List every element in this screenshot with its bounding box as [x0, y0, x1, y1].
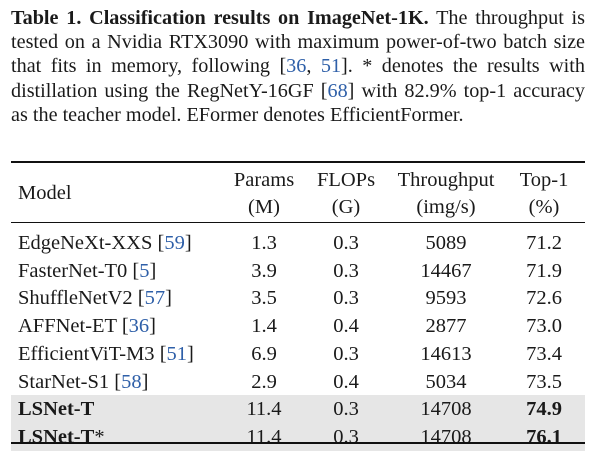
table-row-model: LSNet-T: [18, 397, 94, 421]
model-name: StarNet-S1: [18, 370, 110, 393]
table-caption: Table 1. Classification results on Image…: [11, 6, 585, 127]
cite-bracket: [: [154, 342, 167, 365]
citation-link[interactable]: 51: [166, 342, 188, 365]
cite-bracket: ]: [141, 370, 149, 393]
model-name: AFFNet-ET: [18, 315, 117, 338]
cell-flops: 0.3: [333, 287, 359, 310]
model-name: EfficientViT-M3: [18, 342, 155, 365]
model-name: FasterNet-T0: [18, 259, 128, 282]
model-name: LSNet-T: [18, 425, 95, 448]
cite-bracket: [: [109, 370, 122, 393]
table-row-model: FasterNet-T0 [5]: [18, 259, 156, 283]
cell-flops: 0.4: [333, 370, 359, 393]
table-row-model: ShuffleNetV2 [57]: [18, 286, 172, 310]
cell-top1: 72.6: [526, 287, 562, 310]
cell-flops: 0.3: [333, 259, 359, 282]
cell-top1: 73.4: [526, 342, 562, 365]
model-name: ShuffleNetV2: [18, 287, 133, 310]
table-row-model: StarNet-S1 [58]: [18, 370, 148, 394]
cell-params: 1.3: [251, 232, 277, 254]
caption-title: Classification results on ImageNet-1K.: [89, 7, 429, 29]
highlight-band: [11, 395, 585, 423]
table-bottom-rule: [11, 442, 585, 444]
cell-top1: 73.5: [526, 370, 562, 393]
caption-text-a: The throughput is tested on a Nvidia RTX…: [11, 7, 585, 78]
table-row-model: EdgeNeXt-XXS [59]: [18, 231, 192, 255]
caption-separator: ,: [306, 55, 321, 78]
table-row-model: EfficientViT-M3 [51]: [18, 342, 194, 366]
header-throughput: Throughput: [397, 169, 495, 191]
citation-link[interactable]: 58: [121, 370, 142, 393]
cell-top1: 71.9: [526, 259, 562, 282]
citation-link[interactable]: 36: [128, 315, 150, 338]
cite-bracket: [: [152, 232, 165, 254]
cell-params: 3.9: [251, 259, 277, 282]
cell-flops: 0.3: [333, 342, 359, 365]
header-top1: Top-1: [519, 169, 569, 191]
caption-label: Table 1.: [11, 7, 82, 29]
cite-bracket: ]: [165, 287, 172, 310]
cell-params: 1.4: [251, 315, 277, 338]
cell-params: 2.9: [251, 370, 277, 393]
header-throughput-unit: (img/s): [416, 196, 476, 218]
citation-link[interactable]: 59: [164, 232, 185, 254]
cite-bracket: [: [127, 259, 140, 282]
cell-flops: 0.3: [333, 398, 359, 421]
table-row-model: AFFNet-ET [36]: [18, 314, 156, 338]
header-flops: FLOPs: [316, 169, 376, 191]
cell-throughput: 9593: [425, 287, 467, 310]
cell-flops: 0.3: [333, 425, 359, 448]
model-name: LSNet-T: [18, 398, 95, 421]
model-name: EdgeNeXt-XXS: [18, 232, 153, 254]
citation-link[interactable]: 68: [327, 79, 348, 102]
header-params: Params: [233, 169, 295, 191]
cell-params: 11.4: [246, 398, 282, 421]
cite-bracket: ]: [149, 259, 157, 282]
header-params-unit: (M): [248, 196, 280, 218]
cite-bracket: [: [116, 315, 129, 338]
cell-params: 6.9: [251, 342, 277, 365]
citation-link[interactable]: 36: [286, 55, 307, 78]
cell-throughput: 14708: [420, 398, 472, 421]
header-top1-unit: (%): [528, 196, 560, 218]
cite-bracket: [: [132, 287, 145, 310]
header-model: Model: [18, 182, 72, 204]
caption-text-b: ]. * denotes the results with distillati…: [11, 55, 585, 102]
cell-throughput: 14467: [420, 259, 472, 282]
caption-text-c: ] with 82.9% top-1 accuracy as the teach…: [11, 79, 585, 126]
citation-link[interactable]: 51: [320, 55, 342, 78]
cite-bracket: ]: [187, 342, 194, 365]
citation-link[interactable]: 5: [139, 259, 150, 282]
cell-top1: 74.9: [526, 398, 562, 421]
cell-flops: 0.3: [333, 232, 359, 254]
citation-link[interactable]: 57: [144, 287, 166, 310]
distillation-marker: *: [94, 425, 105, 448]
cell-params: 11.4: [246, 425, 282, 448]
cell-top1: 76.1: [526, 425, 562, 448]
table-top-rule: [11, 161, 585, 163]
cell-throughput: 5089: [425, 232, 467, 254]
header-flops-unit: (G): [331, 196, 361, 218]
cell-top1: 71.2: [526, 232, 562, 254]
cell-params: 3.5: [251, 287, 277, 310]
table-mid-rule: [11, 222, 585, 223]
cell-throughput: 5034: [425, 370, 467, 393]
cite-bracket: ]: [184, 232, 192, 254]
cell-throughput: 14613: [420, 342, 472, 365]
cell-throughput: 14708: [420, 425, 472, 448]
cell-top1: 73.0: [526, 315, 562, 338]
cite-bracket: ]: [149, 315, 156, 338]
cell-throughput: 2877: [425, 315, 467, 338]
cell-flops: 0.4: [333, 315, 359, 338]
table-row-model: LSNet-T*: [18, 425, 105, 449]
